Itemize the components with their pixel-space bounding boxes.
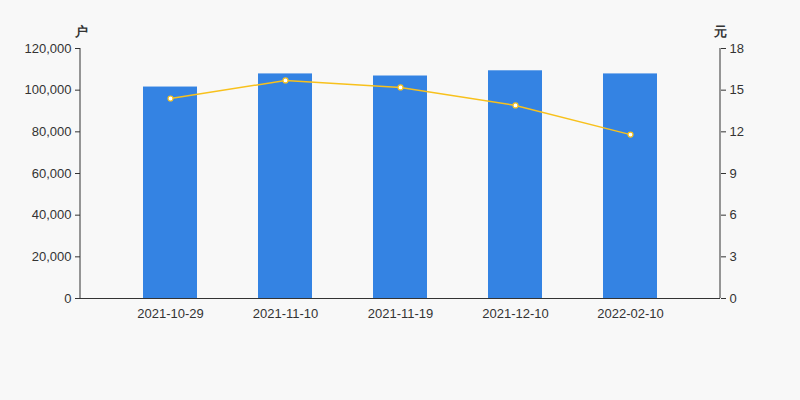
svg-text:12: 12	[730, 124, 744, 139]
svg-text:元: 元	[713, 24, 727, 39]
svg-text:80,000: 80,000	[32, 124, 72, 139]
svg-text:0: 0	[730, 291, 737, 306]
svg-text:2021-10-29: 2021-10-29	[137, 306, 204, 321]
svg-text:15: 15	[730, 82, 744, 97]
svg-text:2021-11-19: 2021-11-19	[368, 306, 434, 321]
svg-text:40,000: 40,000	[32, 207, 72, 222]
svg-text:20,000: 20,000	[32, 249, 72, 264]
svg-text:2022-02-10: 2022-02-10	[597, 306, 664, 321]
svg-text:2021-12-10: 2021-12-10	[482, 306, 549, 321]
svg-text:3: 3	[730, 249, 737, 264]
svg-text:120,000: 120,000	[25, 41, 72, 56]
svg-text:60,000: 60,000	[32, 166, 72, 181]
svg-text:18: 18	[730, 41, 744, 56]
svg-text:6: 6	[730, 207, 737, 222]
svg-text:2021-11-10: 2021-11-10	[253, 306, 319, 321]
svg-text:9: 9	[730, 166, 737, 181]
svg-text:户: 户	[74, 24, 88, 39]
svg-text:100,000: 100,000	[25, 82, 72, 97]
svg-text:0: 0	[64, 291, 71, 306]
